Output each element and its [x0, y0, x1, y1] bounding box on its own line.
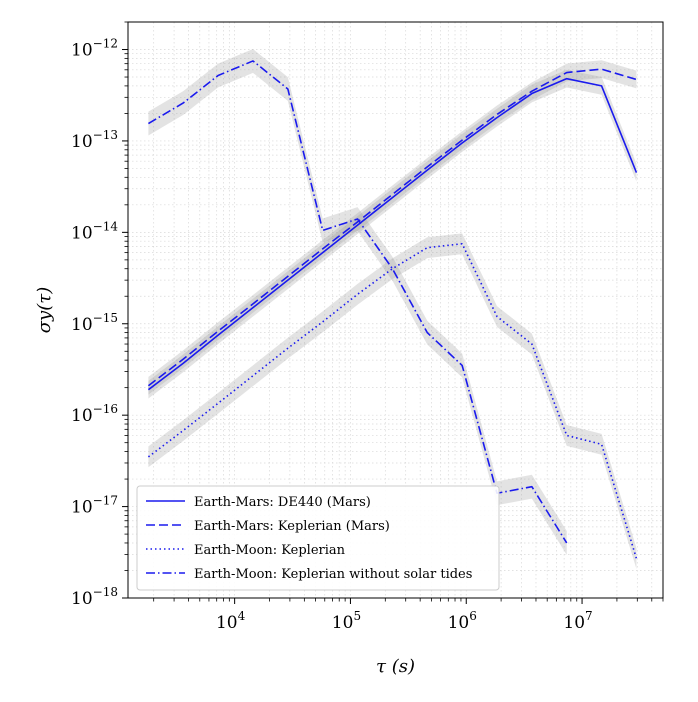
- y-tick-label: 10−14: [71, 219, 118, 243]
- series-lines: [147, 60, 638, 559]
- uncertainty-band-4: [148, 49, 567, 555]
- x-tick-exponent: 7: [585, 609, 593, 623]
- y-tick-label: 10−18: [71, 585, 118, 609]
- y-tick-label: 10−15: [71, 311, 118, 335]
- legend-label-2: Earth-Mars: Keplerian (Mars): [194, 519, 390, 534]
- x-tick-exponent: 5: [353, 609, 361, 623]
- series-line-2: [147, 68, 637, 387]
- y-tick-exponent: −13: [93, 128, 118, 142]
- y-tick-base: 10: [71, 589, 93, 609]
- y-tick-base: 10: [71, 498, 93, 518]
- y-tick-exponent: −14: [93, 219, 119, 233]
- x-tick-label: 107: [563, 609, 592, 633]
- x-axis-label: τ (s): [376, 656, 415, 677]
- y-tick-label: 10−13: [71, 128, 118, 152]
- legend-label-3: Earth-Moon: Keplerian: [194, 543, 346, 558]
- y-tick-base: 10: [71, 132, 93, 152]
- y-tick-base: 10: [71, 406, 93, 426]
- y-tick-base: 10: [71, 41, 93, 61]
- series-line-1: [147, 77, 638, 391]
- plot-frame: [127, 21, 664, 599]
- y-tick-exponent: −15: [93, 311, 118, 325]
- x-tick-label: 104: [216, 609, 246, 633]
- y-tick-exponent: −16: [93, 402, 118, 416]
- y-tick-base: 10: [71, 315, 93, 335]
- y-tick-exponent: −18: [93, 585, 118, 599]
- x-tick-exponent: 6: [469, 609, 477, 623]
- uncertainty-band-1: [148, 69, 637, 399]
- y-tick-label: 10−17: [71, 494, 118, 518]
- x-tick-label: 106: [448, 609, 477, 633]
- uncertainty-bands: [148, 49, 637, 569]
- y-axis-label: σy(τ): [34, 287, 55, 333]
- y-tick-label: 10−16: [71, 402, 118, 426]
- uncertainty-band-2: [148, 60, 637, 395]
- legend: Earth-Mars: DE440 (Mars) Earth-Mars: Kepl…: [136, 485, 500, 591]
- y-tick-label: 10−12: [71, 37, 118, 61]
- legend-label-4: Earth-Moon: Keplerian without solar tide…: [194, 567, 472, 582]
- axis-ticks: 104 105 106 10710−1810−1710−1610−1510−1410−…: [71, 21, 664, 633]
- y-tick-exponent: −12: [93, 37, 118, 51]
- x-tick-exponent: 4: [238, 609, 246, 623]
- y-tick-base: 10: [71, 223, 93, 243]
- y-tick-exponent: −17: [93, 494, 118, 508]
- x-tick-label: 105: [332, 609, 361, 633]
- legend-label-1: Earth-Mars: DE440 (Mars): [194, 495, 371, 510]
- legend-box: [136, 485, 500, 591]
